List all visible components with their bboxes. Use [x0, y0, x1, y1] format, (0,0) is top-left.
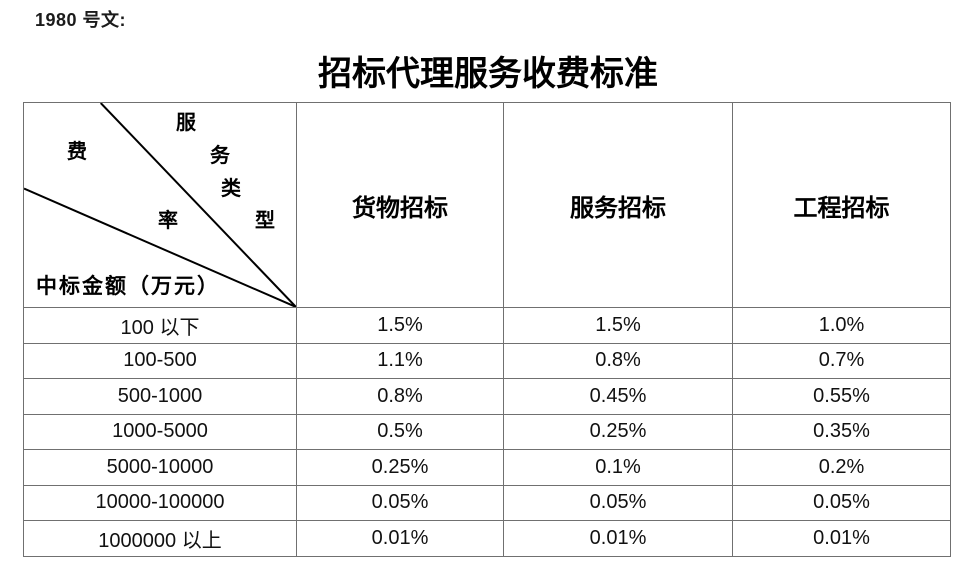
- rate-cell: 0.05%: [732, 484, 951, 521]
- table-row: 10000-100000 0.05% 0.05% 0.05%: [23, 484, 951, 521]
- doc-reference-number: 1980 号文:: [35, 10, 127, 30]
- amount-range-cell: 5000-10000: [23, 449, 297, 486]
- service-type-char-3: 类: [221, 178, 241, 200]
- rate-cell: 0.2%: [732, 449, 951, 486]
- service-type-char-4: 型: [255, 210, 275, 232]
- rate-cell: 0.8%: [296, 378, 504, 415]
- diagonal-corner-cell: 服 务 类 型 费 率 中标金额（万元）: [23, 102, 297, 308]
- fee-rate-char-2: 率: [158, 210, 178, 232]
- diagonal-divider-lines: [24, 103, 296, 307]
- rate-cell: 1.0%: [732, 307, 951, 344]
- rate-cell: 0.45%: [503, 378, 733, 415]
- rate-cell: 0.25%: [503, 413, 733, 450]
- rate-cell: 0.01%: [732, 520, 951, 557]
- fee-rate-char-1: 费: [67, 141, 87, 163]
- rate-cell: 0.5%: [296, 413, 504, 450]
- rate-cell: 0.55%: [732, 378, 951, 415]
- rate-cell: 1.5%: [296, 307, 504, 344]
- service-type-char-1: 服: [176, 112, 196, 134]
- amount-range-cell: 10000-100000: [23, 484, 297, 521]
- col-header-service-bidding: 服务招标: [503, 102, 733, 308]
- service-type-char-2: 务: [210, 145, 230, 167]
- amount-range-cell: 1000-5000: [23, 413, 297, 450]
- amount-range-cell: 500-1000: [23, 378, 297, 415]
- col-header-goods-bidding: 货物招标: [296, 102, 504, 308]
- header-row: 服 务 类 型 费 率 中标金额（万元） 货物招标 服务招标 工程招标: [23, 102, 951, 308]
- amount-range-cell: 100 以下: [23, 307, 297, 344]
- rate-cell: 0.8%: [503, 342, 733, 379]
- page-title: 招标代理服务收费标准: [318, 56, 658, 93]
- col-header-engineering-bidding: 工程招标: [732, 102, 951, 308]
- rate-cell: 0.1%: [503, 449, 733, 486]
- fee-standard-table: 服 务 类 型 费 率 中标金额（万元） 货物招标 服务招标 工程招标 100 …: [23, 102, 951, 557]
- rate-cell: 1.5%: [503, 307, 733, 344]
- rate-cell: 0.7%: [732, 342, 951, 379]
- rate-cell: 0.01%: [503, 520, 733, 557]
- table-row: 500-1000 0.8% 0.45% 0.55%: [23, 378, 951, 415]
- table-row: 100-500 1.1% 0.8% 0.7%: [23, 342, 951, 379]
- rate-cell: 0.25%: [296, 449, 504, 486]
- amount-range-cell: 1000000 以上: [23, 520, 297, 557]
- table-row: 100 以下 1.5% 1.5% 1.0%: [23, 307, 951, 344]
- rate-cell: 0.35%: [732, 413, 951, 450]
- rate-cell: 0.05%: [503, 484, 733, 521]
- bid-amount-axis-label: 中标金额（万元）: [36, 274, 220, 298]
- amount-range-cell: 100-500: [23, 342, 297, 379]
- table-row: 5000-10000 0.25% 0.1% 0.2%: [23, 449, 951, 486]
- rate-cell: 0.05%: [296, 484, 504, 521]
- table-row: 1000000 以上 0.01% 0.01% 0.01%: [23, 520, 951, 557]
- rate-cell: 1.1%: [296, 342, 504, 379]
- rate-cell: 0.01%: [296, 520, 504, 557]
- table-row: 1000-5000 0.5% 0.25% 0.35%: [23, 413, 951, 450]
